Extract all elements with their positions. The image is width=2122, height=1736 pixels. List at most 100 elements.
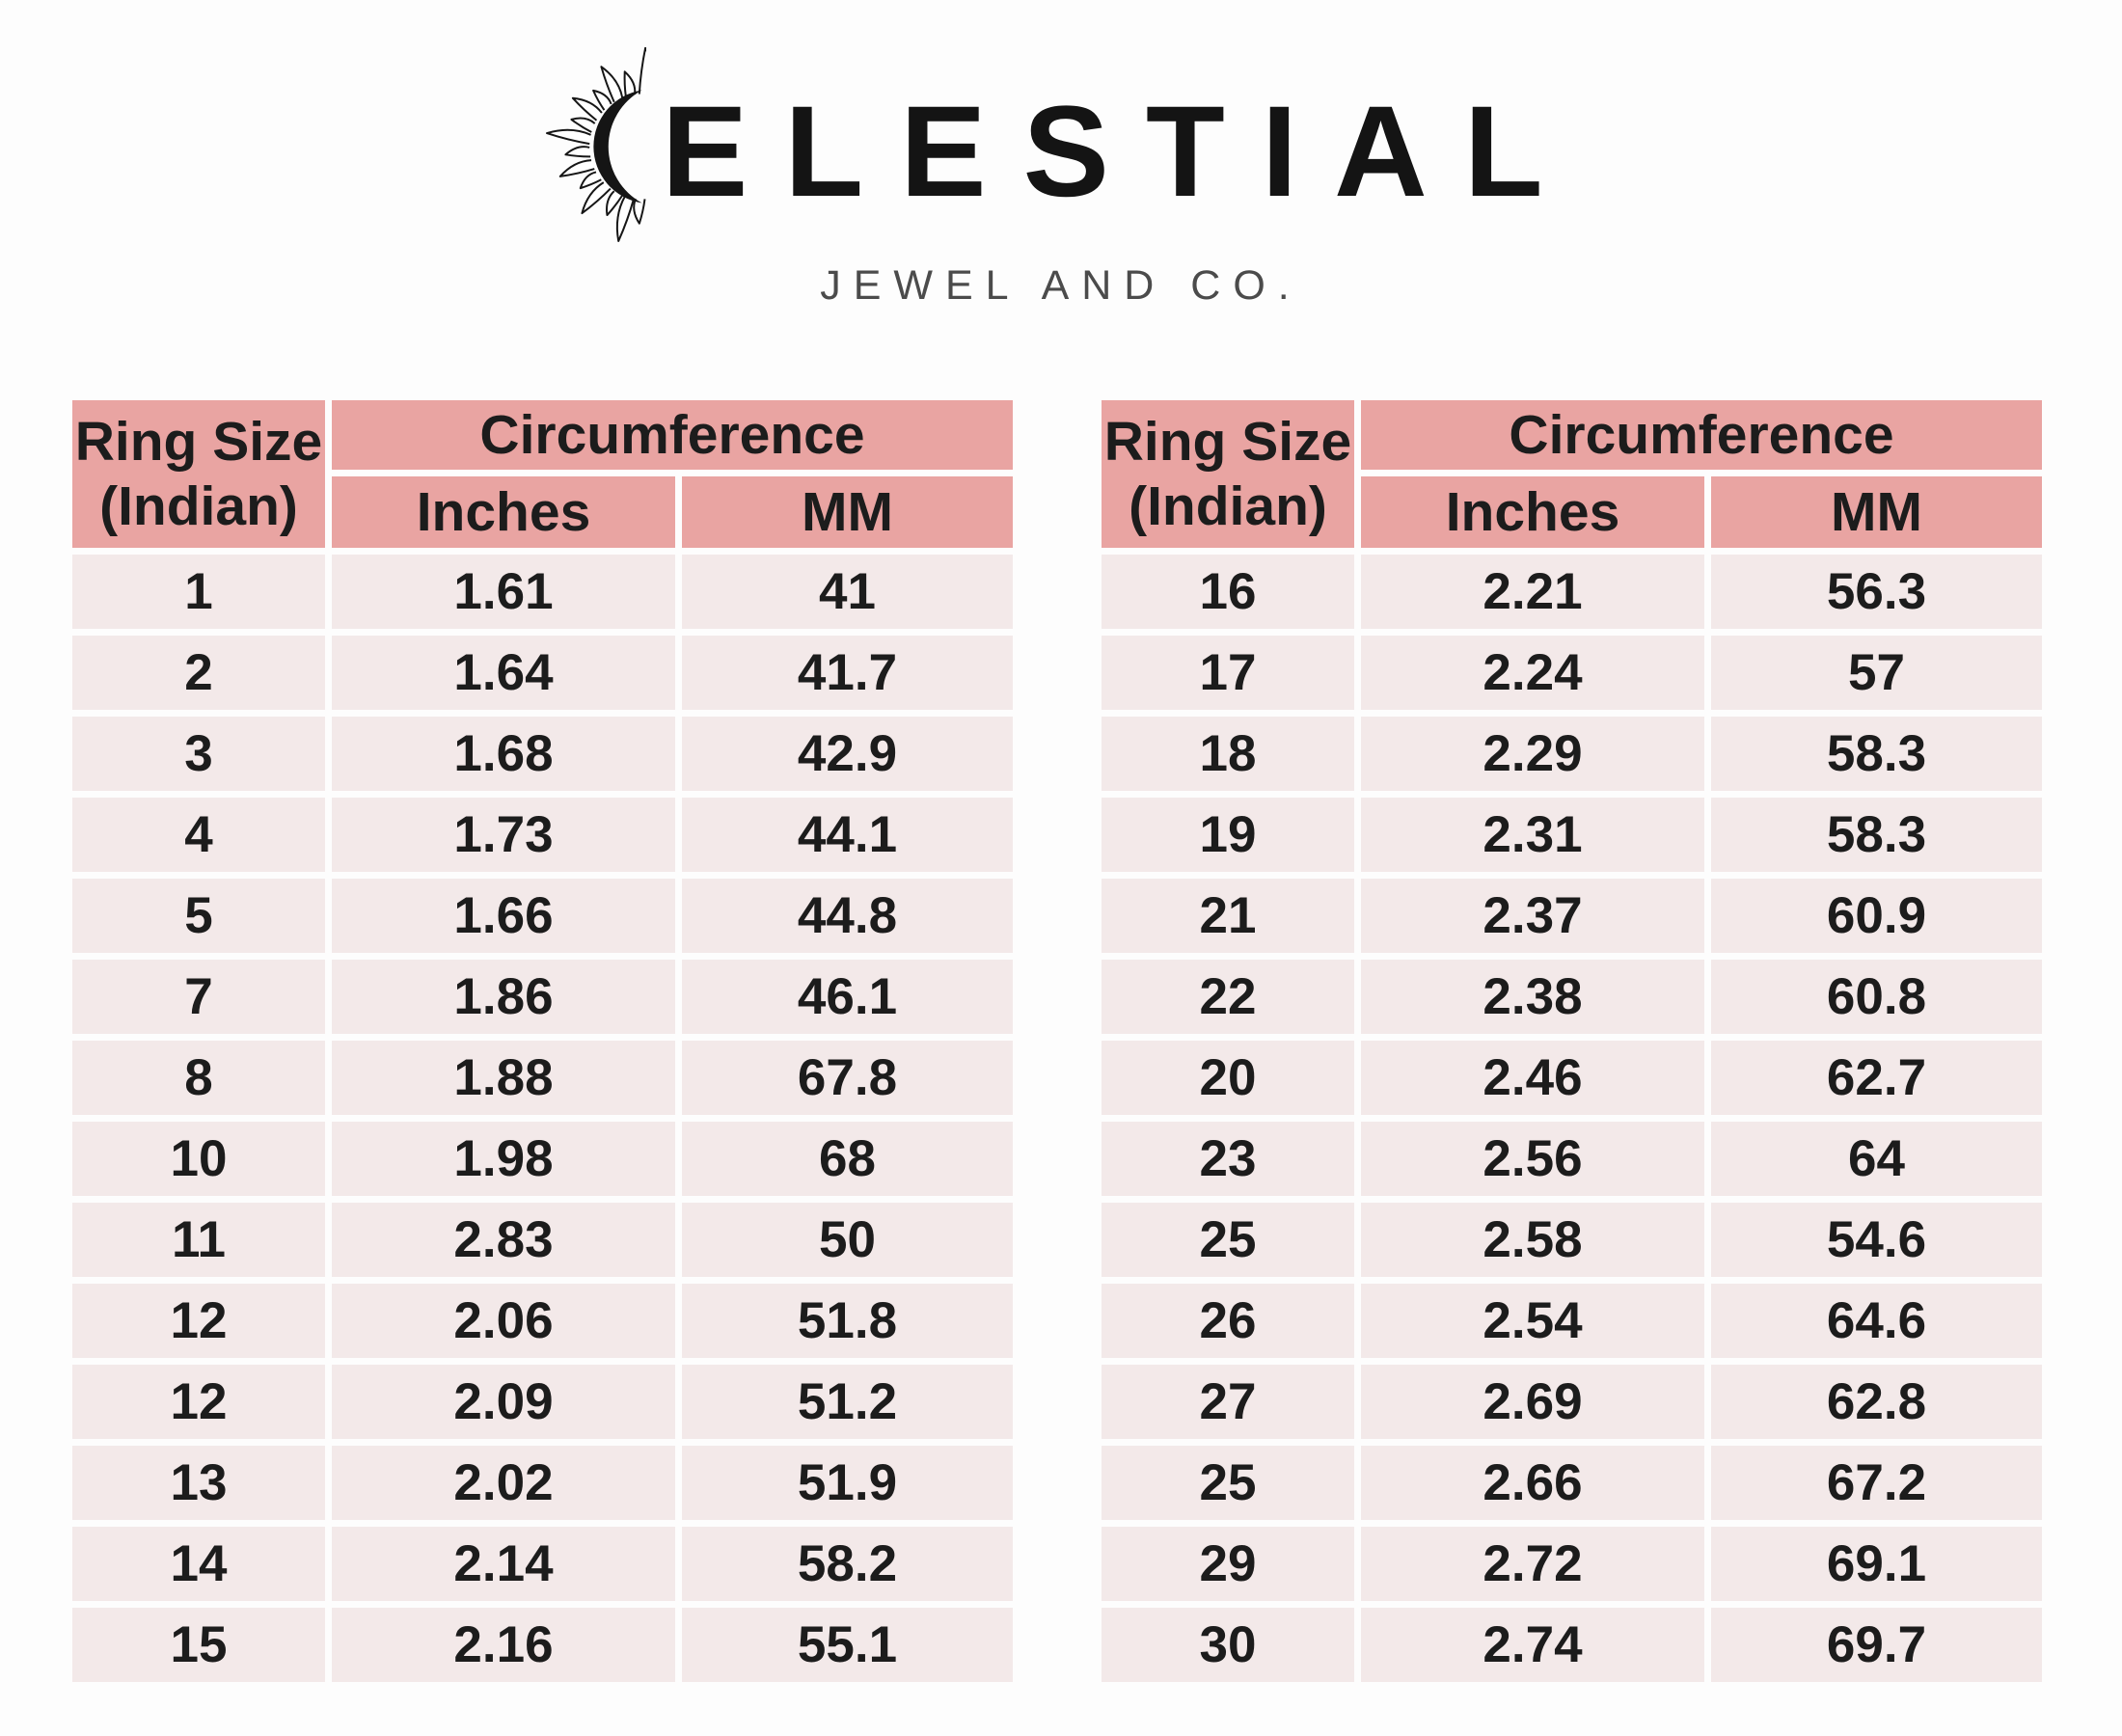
ring-size-header: Ring Size (Indian) — [72, 400, 325, 548]
circumference-header: Circumference — [332, 400, 1013, 470]
table-cell: 58.3 — [1711, 798, 2042, 872]
table-cell: 58.2 — [682, 1527, 1013, 1601]
table-cell: 1.86 — [332, 960, 675, 1034]
table-cell: 62.7 — [1711, 1041, 2042, 1115]
sun-ray — [639, 47, 646, 95]
table-cell: 69.1 — [1711, 1527, 2042, 1601]
sun-ray — [616, 196, 636, 243]
table-cell: 1 — [72, 555, 325, 629]
brand-row: ELESTIAL — [0, 44, 2122, 249]
table-cell: 2.72 — [1361, 1527, 1704, 1601]
inches-header: Inches — [332, 476, 675, 548]
table-cell: 2.66 — [1361, 1446, 1704, 1520]
table-cell: 2.56 — [1361, 1122, 1704, 1196]
table-cell: 17 — [1102, 636, 1354, 710]
table-cell: 2.06 — [332, 1284, 675, 1358]
brand-name: ELESTIAL — [661, 80, 1580, 224]
table-cell: 1.73 — [332, 798, 675, 872]
table-cell: 18 — [1102, 717, 1354, 791]
table-cell: 1.61 — [332, 555, 675, 629]
table-cell: 51.9 — [682, 1446, 1013, 1520]
table-cell: 14 — [72, 1527, 325, 1601]
table-cell: 2.54 — [1361, 1284, 1704, 1358]
crescent-shape — [593, 90, 642, 203]
brand-logo: ELESTIAL JEWEL AND CO. — [0, 0, 2122, 310]
brand-tagline: JEWEL AND CO. — [820, 262, 1302, 309]
table-cell: 2.37 — [1361, 879, 1704, 953]
table-cell: 2.46 — [1361, 1041, 1704, 1115]
table-cell: 41.7 — [682, 636, 1013, 710]
table-cell: 64 — [1711, 1122, 2042, 1196]
table-cell: 1.64 — [332, 636, 675, 710]
table-cell: 2.83 — [332, 1203, 675, 1277]
table-cell: 2.24 — [1361, 636, 1704, 710]
table-cell: 2.74 — [1361, 1608, 1704, 1682]
table-cell: 29 — [1102, 1527, 1354, 1601]
sun-ray — [570, 117, 596, 133]
table-cell: 12 — [72, 1365, 325, 1439]
table-cell: 25 — [1102, 1446, 1354, 1520]
table-cell: 13 — [72, 1446, 325, 1520]
table-cell: 5 — [72, 879, 325, 953]
table-cell: 23 — [1102, 1122, 1354, 1196]
table-cell: 60.8 — [1711, 960, 2042, 1034]
circumference-header: Circumference — [1361, 400, 2042, 470]
sun-ray — [606, 190, 624, 217]
sun-ray — [572, 96, 604, 122]
ring-size-table-left: Ring Size (Indian) Circumference Inches … — [72, 400, 1013, 1682]
ring-size-header-line1: Ring Size — [1103, 411, 1352, 474]
table-cell: 69.7 — [1711, 1608, 2042, 1682]
table-cell: 7 — [72, 960, 325, 1034]
table-cell: 50 — [682, 1203, 1013, 1277]
table-cell: 60.9 — [1711, 879, 2042, 953]
table-cell: 22 — [1102, 960, 1354, 1034]
table-cell: 67.8 — [682, 1041, 1013, 1115]
table-cell: 41 — [682, 555, 1013, 629]
table-cell: 68 — [682, 1122, 1013, 1196]
table-cell: 16 — [1102, 555, 1354, 629]
table-cell: 27 — [1102, 1365, 1354, 1439]
table-cell: 51.8 — [682, 1284, 1013, 1358]
table-cell: 2.02 — [332, 1446, 675, 1520]
table-cell: 44.1 — [682, 798, 1013, 872]
table-cell: 44.8 — [682, 879, 1013, 953]
table-cell: 57 — [1711, 636, 2042, 710]
table-cell: 2.69 — [1361, 1365, 1704, 1439]
table-cell: 1.88 — [332, 1041, 675, 1115]
sun-ray — [581, 181, 612, 215]
table-cell: 26 — [1102, 1284, 1354, 1358]
table-cell: 19 — [1102, 798, 1354, 872]
table-cell: 2.31 — [1361, 798, 1704, 872]
table-cell: 67.2 — [1711, 1446, 2042, 1520]
sun-ray — [546, 128, 592, 146]
table-cell: 20 — [1102, 1041, 1354, 1115]
table-cell: 42.9 — [682, 717, 1013, 791]
sun-ray — [600, 66, 624, 103]
ring-size-header-line2: (Indian) — [99, 475, 298, 537]
size-chart-tables: Ring Size (Indian) Circumference Inches … — [0, 400, 2122, 1682]
table-cell: 21 — [1102, 879, 1354, 953]
sun-ray — [623, 70, 637, 97]
table-cell: 1.98 — [332, 1122, 675, 1196]
table-cell: 4 — [72, 798, 325, 872]
table-cell: 56.3 — [1711, 555, 2042, 629]
sun-rays — [546, 47, 646, 243]
table-cell: 1.66 — [332, 879, 675, 953]
ring-size-table-right: Ring Size (Indian) Circumference Inches … — [1102, 400, 2042, 1682]
inches-header: Inches — [1361, 476, 1704, 548]
table-cell: 2.14 — [332, 1527, 675, 1601]
table-cell: 25 — [1102, 1203, 1354, 1277]
table-cell: 12 — [72, 1284, 325, 1358]
table-cell: 8 — [72, 1041, 325, 1115]
table-cell: 10 — [72, 1122, 325, 1196]
table-cell: 64.6 — [1711, 1284, 2042, 1358]
ring-size-header-line2: (Indian) — [1129, 475, 1327, 537]
sun-ray — [633, 198, 646, 225]
sun-ray — [559, 159, 595, 177]
table-cell: 11 — [72, 1203, 325, 1277]
table-cell: 54.6 — [1711, 1203, 2042, 1277]
table-cell: 30 — [1102, 1608, 1354, 1682]
table-cell: 2.21 — [1361, 555, 1704, 629]
table-cell: 55.1 — [682, 1608, 1013, 1682]
